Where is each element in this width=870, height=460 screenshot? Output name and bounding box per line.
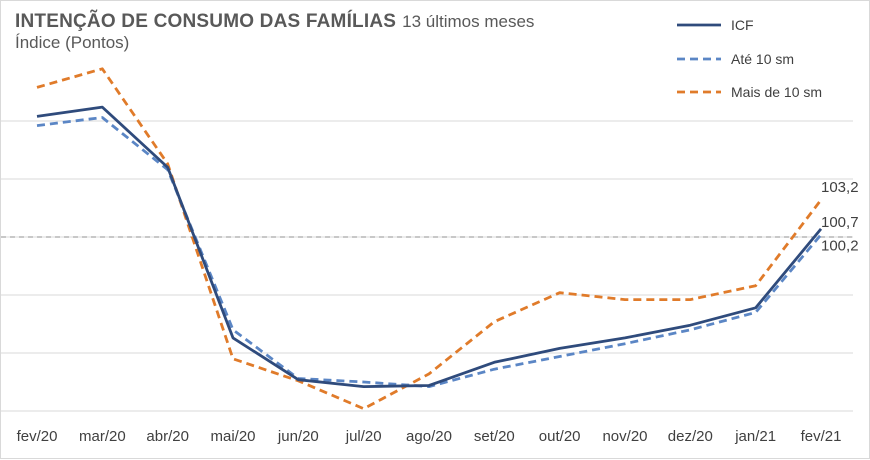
chart-title-suffix: 13 últimos meses (402, 12, 535, 31)
end-value-label: 100,7 (821, 214, 859, 231)
x-tick-label: dez/20 (668, 428, 713, 445)
x-tick-label: fev/21 (801, 428, 842, 445)
end-labels: 100,7 100,2 103,2 (821, 179, 859, 255)
x-tick-label: mar/20 (79, 428, 126, 445)
x-axis-ticks: fev/20 mar/20 abr/20 mai/20 jun/20 jul/20 ago/… (17, 428, 842, 445)
legend: ICF Até 10 sm Mais de 10 sm (677, 17, 822, 100)
legend-label: Mais de 10 sm (731, 84, 822, 100)
x-tick-label: out/20 (539, 428, 581, 445)
legend-label: ICF (731, 17, 754, 33)
x-tick-label: jul/20 (345, 428, 382, 445)
chart-title: INTENÇÃO DE CONSUMO DAS FAMÍLIAS (15, 11, 397, 32)
chart-subtitle: Índice (Pontos) (15, 32, 130, 52)
x-tick-label: jun/20 (277, 428, 319, 445)
x-tick-label: set/20 (474, 428, 515, 445)
x-tick-label: fev/20 (17, 428, 58, 445)
series-lines (36, 67, 823, 411)
x-tick-label: nov/20 (602, 428, 647, 445)
x-tick-label: ago/20 (406, 428, 452, 445)
grid-lines (1, 120, 853, 412)
x-tick-label: jan/21 (734, 428, 776, 445)
series-line-at-10-sm (36, 116, 823, 389)
series-line-mais-de-10-sm (36, 67, 823, 411)
x-tick-label: abr/20 (146, 428, 189, 445)
end-value-label: 103,2 (821, 179, 859, 196)
chart-title-block: INTENÇÃO DE CONSUMO DAS FAMÍLIAS 13 últim… (15, 11, 534, 52)
x-tick-label: mai/20 (210, 428, 255, 445)
legend-label: Até 10 sm (731, 51, 794, 67)
series-line-icf (36, 105, 823, 389)
end-value-label: 100,2 (821, 238, 859, 255)
